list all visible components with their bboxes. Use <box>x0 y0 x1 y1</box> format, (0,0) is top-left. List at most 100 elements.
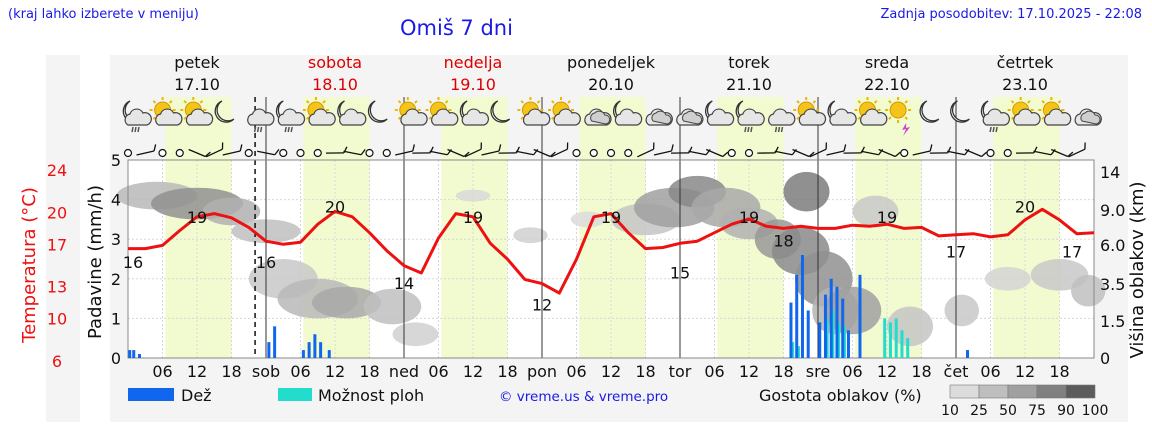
sun-ray <box>904 116 908 120</box>
wind-shaft <box>205 148 223 158</box>
legend-rain-label: Dež <box>181 386 212 405</box>
daylight-band <box>441 97 508 358</box>
legend-cloud-swatch <box>1065 384 1096 399</box>
hour-tick-label: 18 <box>635 362 655 381</box>
rain-bar <box>795 274 799 358</box>
wind-barb <box>136 144 157 156</box>
rain-bar <box>319 342 323 358</box>
day-abbr-label: sre <box>806 362 830 381</box>
wind-barb <box>188 148 211 158</box>
day-name: ponedeljek <box>567 53 656 72</box>
sun-lightning-icon <box>885 97 912 136</box>
sun-ray <box>1041 116 1046 120</box>
temperature-label: 18 <box>773 232 793 251</box>
sun-ray <box>1010 100 1015 104</box>
rain-drop <box>137 126 140 133</box>
wind-barb <box>1050 148 1074 158</box>
cloud-icon <box>737 108 765 126</box>
sun-cloud-icon <box>548 97 581 126</box>
cloud-height-tick: 0 <box>1100 349 1110 368</box>
hour-tick-label: 06 <box>980 362 1000 381</box>
moon-cloud-icon <box>705 100 735 126</box>
sun-ray <box>183 116 187 120</box>
rain-bar <box>806 310 810 358</box>
day-date: 18.10 <box>312 75 358 94</box>
shower-bar <box>906 338 910 358</box>
cloud-icon <box>1080 110 1101 125</box>
wind-calm-marker <box>244 148 253 158</box>
sun-ray <box>857 100 862 104</box>
credit-link[interactable]: © vreme.us & vreme.pro <box>499 389 669 405</box>
cloud-height-axis-label: Višina oblakov (km) <box>1127 181 1148 358</box>
hour-tick-label: 18 <box>911 362 931 381</box>
sun-ray <box>414 100 418 104</box>
wind-shaft <box>705 148 724 158</box>
cloud-rain-icon <box>247 108 275 133</box>
cloud-density-blob <box>1071 274 1106 307</box>
moon-icon <box>490 100 511 123</box>
day-name: sreda <box>865 53 909 72</box>
cloud-icon <box>461 108 490 126</box>
wind-barb <box>205 142 224 158</box>
wind-shaft <box>447 148 465 158</box>
temperature-label: 19 <box>601 208 621 227</box>
wind-barb <box>447 148 470 158</box>
sun-cloud-icon <box>1007 97 1041 126</box>
moon-icon <box>214 100 235 123</box>
rain-bar <box>273 326 277 358</box>
sun-ray <box>1041 100 1046 104</box>
region-hint[interactable]: (kraj lahko izberete v meniju) <box>8 7 199 22</box>
shower-bar <box>842 326 846 358</box>
wind-barb <box>878 148 901 158</box>
moon-rain-cloud-icon <box>980 100 1011 133</box>
sun-ray <box>428 100 433 104</box>
wind-feather <box>498 144 502 152</box>
legend-cloud-level: 100 <box>1082 403 1109 419</box>
day-date: 20.10 <box>588 75 634 94</box>
wind-barb <box>395 144 415 156</box>
cloud-density-blob <box>363 288 422 325</box>
hour-tick-label: 06 <box>152 362 172 381</box>
day-abbr-label: ned <box>389 362 419 381</box>
moon-rain-cloud-icon <box>735 100 765 133</box>
wind-feather <box>153 144 157 152</box>
day-abbr-label: pon <box>527 362 557 381</box>
cloud-icon <box>860 108 888 126</box>
hour-tick-label: 12 <box>739 362 759 381</box>
wind-shaft <box>653 150 672 156</box>
wind-barb <box>826 144 847 156</box>
wind-shaft <box>809 148 827 158</box>
temperature-label: 12 <box>532 295 552 314</box>
daylight-band <box>165 97 232 358</box>
wind-shaft <box>464 148 482 158</box>
wind-shaft <box>860 150 879 156</box>
wind-feather <box>549 151 556 158</box>
hour-tick-label: 12 <box>463 362 483 381</box>
day-abbr-label: čet <box>944 362 969 381</box>
legend-cloud-level: 90 <box>1057 403 1075 419</box>
legend-cloud-swatch <box>1036 384 1067 399</box>
rain-bar <box>789 302 793 358</box>
temperature-label: 19 <box>739 208 759 227</box>
wind-shaft <box>774 150 793 156</box>
wind-shaft <box>792 148 810 158</box>
wind-shaft <box>515 150 534 156</box>
cloud-icon <box>155 108 183 126</box>
hour-tick-label: 12 <box>1015 362 1035 381</box>
wind-calm-marker <box>296 148 305 158</box>
sun-ray <box>1057 100 1062 104</box>
cloud-density-blob <box>455 189 491 202</box>
sun-cloud-icon <box>517 97 551 126</box>
temperature-tick: 10 <box>47 310 67 329</box>
temperature-label: 16 <box>123 253 143 272</box>
precip-axis-label: Padavine (mm/h) <box>85 185 106 339</box>
wind-barb <box>464 142 482 158</box>
wind-feather <box>808 151 815 158</box>
rain-bar <box>138 354 141 358</box>
rain-drop <box>750 126 753 133</box>
hour-tick-label: 06 <box>704 362 724 381</box>
sun-ray <box>168 100 173 104</box>
day-date: 23.10 <box>1002 75 1048 94</box>
legend-cloud-level: 50 <box>999 403 1017 419</box>
wind-shaft <box>878 148 896 158</box>
